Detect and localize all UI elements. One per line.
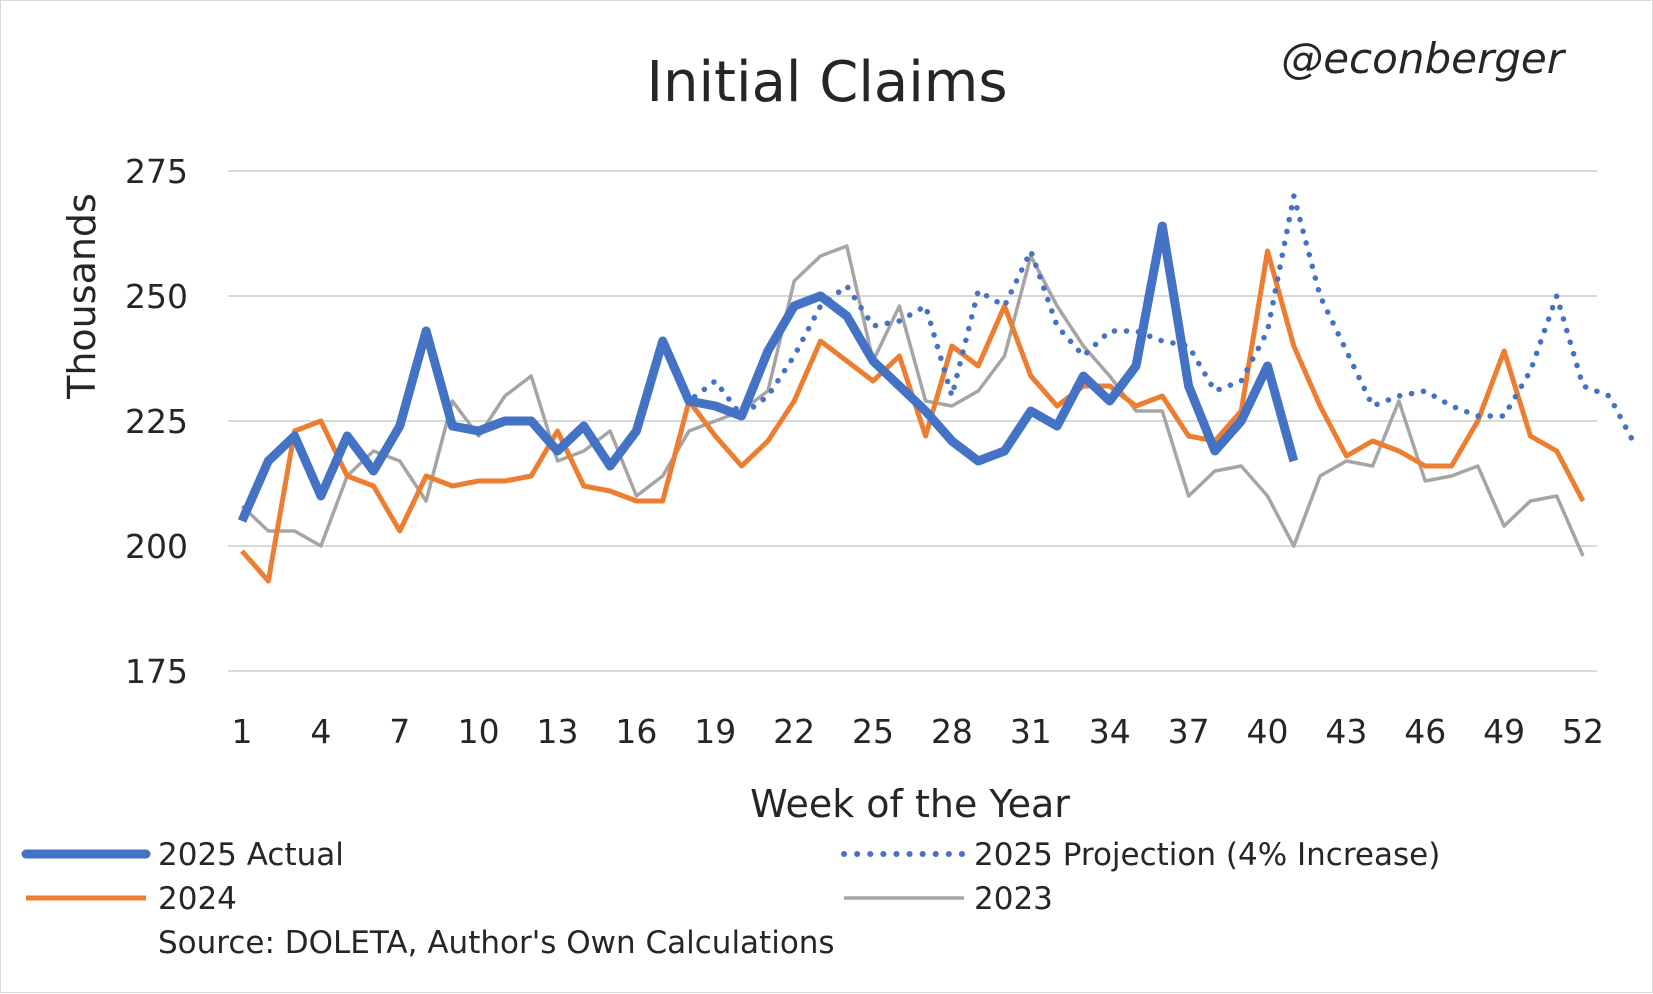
series-line-projection — [659, 193, 1639, 449]
y-tick-label: 250 — [125, 277, 188, 316]
x-tick-label: 22 — [773, 712, 815, 751]
series-line-y2023 — [240, 244, 1585, 557]
x-tick-label: 49 — [1483, 712, 1525, 751]
x-tick-label: 1 — [232, 712, 253, 751]
gridlines — [228, 170, 1597, 672]
legend: 2025 Actual 2024 2025 Projection (4% Inc… — [21, 837, 1440, 961]
x-tick-label: 28 — [931, 712, 973, 751]
legend-label-2023: 2023 — [974, 881, 1053, 917]
source-note: Source: DOLETA, Author's Own Calculation… — [158, 925, 835, 961]
tick-labels: 175 200 225 250 275 1 4 7 10 13 16 19 22 25 28 31 34 37 40… — [125, 152, 1604, 751]
x-tick-label: 13 — [537, 712, 579, 751]
x-tick-label: 40 — [1246, 712, 1288, 751]
x-axis-label: Week of the Year — [750, 782, 1070, 826]
legend-label-2025-actual: 2025 Actual — [158, 837, 344, 873]
chart-title: Initial Claims — [646, 50, 1007, 115]
x-tick-label: 52 — [1562, 712, 1604, 751]
x-tick-label: 25 — [852, 712, 894, 751]
x-tick-label: 7 — [389, 712, 410, 751]
legend-label-2024: 2024 — [158, 881, 237, 917]
x-tick-label: 16 — [615, 712, 657, 751]
author-handle: @econberger — [1281, 34, 1567, 83]
x-tick-label: 19 — [694, 712, 736, 751]
x-tick-label: 10 — [458, 712, 500, 751]
x-tick-label: 34 — [1089, 712, 1131, 751]
y-tick-label: 275 — [125, 152, 188, 191]
y-tick-label: 225 — [125, 402, 188, 441]
x-tick-label: 43 — [1325, 712, 1367, 751]
x-tick-label: 37 — [1168, 712, 1210, 751]
x-tick-label: 46 — [1404, 712, 1446, 751]
series-lines — [237, 193, 1639, 584]
legend-label-2025-projection: 2025 Projection (4% Increase) — [974, 837, 1440, 873]
y-tick-label: 200 — [125, 527, 188, 566]
series-line-y2024 — [240, 248, 1586, 584]
y-axis-label: Thousands — [60, 193, 104, 400]
x-tick-label: 4 — [310, 712, 331, 751]
series-line-actual2025 — [237, 221, 1299, 523]
x-tick-label: 31 — [1010, 712, 1052, 751]
y-tick-label: 175 — [125, 652, 188, 691]
